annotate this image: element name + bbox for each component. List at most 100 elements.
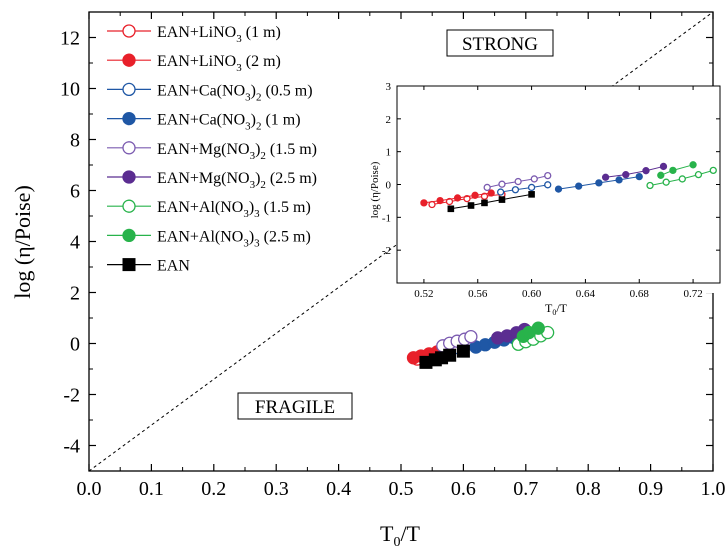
inset-data-point [601, 173, 610, 181]
y-tick-label: 2 [70, 283, 80, 305]
inset-series-layer [420, 161, 717, 213]
legend-label-text: EAN+Al(NO [157, 228, 243, 245]
legend-label: EAN+Mg(NO3)2 (1.5 m) [157, 141, 317, 162]
inset-data-point [575, 182, 583, 190]
legend-item: EAN+LiNO3 (1 m) [107, 24, 281, 45]
inset-data-point [487, 189, 495, 197]
x-tick-label: 1.0 [701, 478, 726, 500]
inset-data-point [498, 180, 506, 188]
legend-label-text: ) [255, 170, 260, 187]
inset-data-point [657, 171, 665, 179]
legend-label-text: (2 m) [242, 53, 281, 70]
legend-marker [122, 228, 136, 243]
inset-series-3 [554, 172, 643, 193]
legend-label: EAN [157, 258, 190, 275]
data-point [464, 329, 478, 344]
data-point [531, 321, 545, 335]
legend-label-subscript: 2 [260, 150, 266, 162]
legend-label-subscript: 3 [250, 179, 256, 191]
legend-label-subscript: 2 [260, 179, 266, 191]
x-tick-label: 0.8 [576, 478, 601, 500]
x-tick-label: 0.9 [638, 478, 663, 500]
inset-x-tick-label: 0.72 [683, 288, 702, 300]
inset-data-point [483, 183, 491, 192]
y-axis-title: log (η/Poise) [10, 185, 35, 299]
inset-data-point [471, 191, 479, 199]
legend-item: EAN+Mg(NO3)2 (2.5 m) [107, 170, 317, 191]
legend-label: EAN+Ca(NO3)2 (0.5 m) [157, 82, 313, 103]
inset-series-2 [496, 181, 552, 196]
y-tick-label: 4 [70, 232, 80, 254]
legend-label-subscript: 3 [236, 33, 242, 45]
inset-y-tick-label: 3 [386, 81, 392, 93]
legend-marker [122, 111, 136, 126]
legend-label-text: ) [249, 199, 254, 216]
legend-label-text: (1.5 m) [260, 199, 311, 216]
inset-data-point [498, 196, 506, 203]
legend-label: EAN+LiNO3 (1 m) [157, 24, 281, 45]
y-tick-label: 10 [60, 79, 80, 101]
legend-label-subscript: 2 [256, 91, 262, 103]
y-tick-label: 12 [60, 28, 80, 50]
inset-data-point [554, 185, 563, 193]
inset-x-tick-label: 0.56 [468, 288, 488, 300]
legend-label-text: (1.5 m) [266, 141, 317, 158]
inset-series-8 [447, 191, 535, 213]
legend-label: EAN+Al(NO3)3 (1.5 m) [157, 199, 311, 220]
inset-x-tick-label: 0.64 [576, 288, 596, 300]
legend-label-text: ) [251, 82, 256, 99]
inset-data-point [467, 202, 475, 209]
inset-data-point [544, 171, 552, 180]
inset-series-7 [657, 161, 697, 179]
fragile-annotation: FRAGILE [255, 397, 335, 418]
legend-marker [122, 82, 136, 97]
inset-x-axis-title: T0/T [545, 301, 568, 317]
inset-series-1 [420, 189, 495, 207]
inset-data-point [662, 178, 670, 186]
legend-marker [122, 53, 136, 67]
inset-data-point [659, 162, 668, 171]
inset-x-tick-label: 0.68 [630, 288, 650, 300]
inset-data-point [447, 205, 455, 213]
main-axis-ticks: 0.0 0.1 0.2 0.3 0.4 0.5 0.6 0.7 0.8 0.9 1.0 -4 -2 0 2 4… [60, 11, 726, 500]
x-tick-label: 0.1 [139, 478, 164, 500]
legend-marker [122, 170, 136, 184]
inset-data-point [622, 170, 630, 179]
data-point [456, 344, 470, 358]
inset-y-tick-label: 2 [386, 114, 392, 126]
inset-data-point [544, 181, 552, 189]
inset-data-point [615, 176, 623, 184]
legend-label-text: (2.5 m) [266, 170, 317, 187]
y-tick-label: 6 [70, 181, 80, 203]
legend-label-text: EAN+LiNO [157, 24, 236, 41]
legend-label: EAN+LiNO3 (2 m) [157, 53, 281, 74]
inset-y-tick-label: -2 [382, 245, 391, 257]
legend-item: EAN+LiNO3 (2 m) [107, 53, 281, 74]
legend-label-text: ) [255, 141, 260, 158]
legend-label-subscript: 2 [256, 121, 262, 133]
inset-y-tick-label: -1 [382, 212, 391, 224]
strong-annotation-box [446, 29, 554, 57]
main-series-layer [406, 321, 555, 369]
inset-data-point [420, 199, 428, 207]
legend: EAN+LiNO3 (1 m)EAN+LiNO3 (2 m)EAN+Ca(NO3… [107, 24, 317, 275]
legend-marker [122, 258, 136, 272]
legend-item: EAN+Ca(NO3)2 (0.5 m) [107, 82, 313, 103]
inset-y-tick-label: 1 [386, 147, 392, 159]
legend-label-text: (0.5 m) [261, 82, 312, 99]
x-tick-label: 0.6 [451, 478, 476, 500]
inset-data-point [530, 175, 538, 183]
y-tick-label: -4 [63, 436, 80, 458]
inset-data-point [678, 175, 686, 183]
inset-data-point [511, 186, 520, 194]
legend-label: EAN+Al(NO3)3 (2.5 m) [157, 228, 311, 249]
inset-series-5 [601, 162, 668, 181]
inset-data-point [514, 177, 522, 186]
legend-label-subscript: 3 [250, 150, 256, 162]
inset-data-point [436, 196, 444, 205]
x-tick-label: 0.2 [201, 478, 226, 500]
inset-series-6 [646, 166, 717, 190]
legend-item: EAN [107, 258, 190, 275]
y-tick-label: -2 [63, 385, 80, 407]
